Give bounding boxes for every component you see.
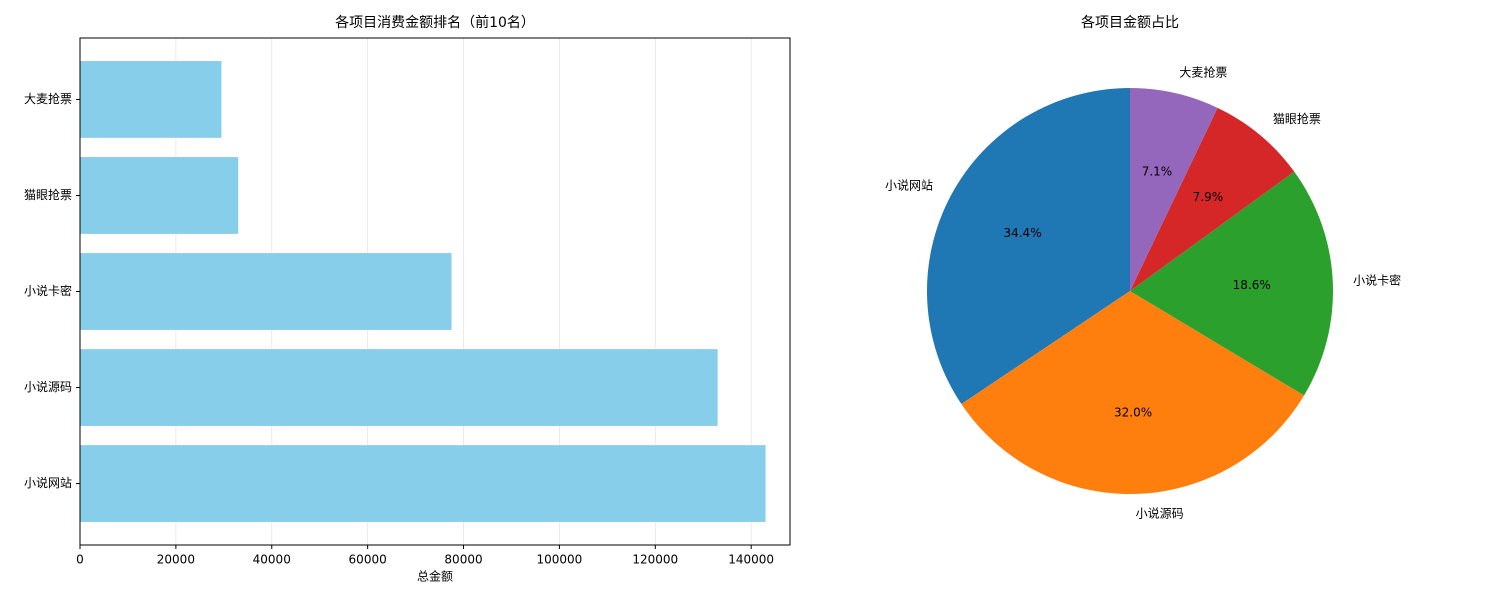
slice-percent: 34.4% (1003, 226, 1041, 240)
pie-slice (1130, 171, 1333, 396)
bar (80, 349, 718, 426)
bar (80, 253, 452, 330)
slice-label: 猫眼抢票 (1273, 111, 1321, 126)
pie-slice (1130, 107, 1295, 291)
pie-title: 各项目金额占比 (1081, 15, 1179, 31)
y-tick-label: 大麦抢票 (24, 91, 72, 106)
y-tick-label: 猫眼抢票 (24, 187, 72, 202)
slice-percent: 32.0% (1114, 405, 1152, 419)
x-tick-label: 20000 (157, 553, 195, 567)
slice-percent: 7.1% (1142, 165, 1173, 179)
pie-slice (927, 88, 1130, 405)
x-tick-label: 0 (76, 553, 84, 567)
x-tick-label: 120000 (632, 553, 678, 567)
y-tick-label: 小说源码 (24, 379, 72, 394)
x-axis-label: 总金额 (417, 569, 453, 584)
x-tick-label: 100000 (536, 553, 582, 567)
pie-slice (1130, 88, 1218, 291)
plot-frame (79, 37, 791, 546)
bar (80, 61, 222, 138)
slice-percent: 18.6% (1233, 278, 1271, 292)
slice-label: 小说源码 (1136, 506, 1184, 521)
pie-slice (961, 291, 1305, 494)
slice-label: 大麦抢票 (1179, 65, 1227, 80)
y-tick-label: 小说卡密 (24, 283, 72, 298)
x-tick-label: 60000 (349, 553, 387, 567)
bar-title: 各项目消费金额排名（前10名） (335, 14, 535, 31)
y-tick-label: 小说网站 (24, 475, 72, 490)
x-tick-label: 140000 (728, 553, 774, 567)
slice-label: 小说卡密 (1353, 273, 1401, 288)
slice-label: 小说网站 (885, 177, 933, 192)
x-tick-label: 80000 (444, 553, 482, 567)
bar (80, 157, 239, 234)
slice-percent: 7.9% (1193, 190, 1224, 204)
x-tick-label: 40000 (253, 553, 291, 567)
bar (80, 445, 766, 522)
